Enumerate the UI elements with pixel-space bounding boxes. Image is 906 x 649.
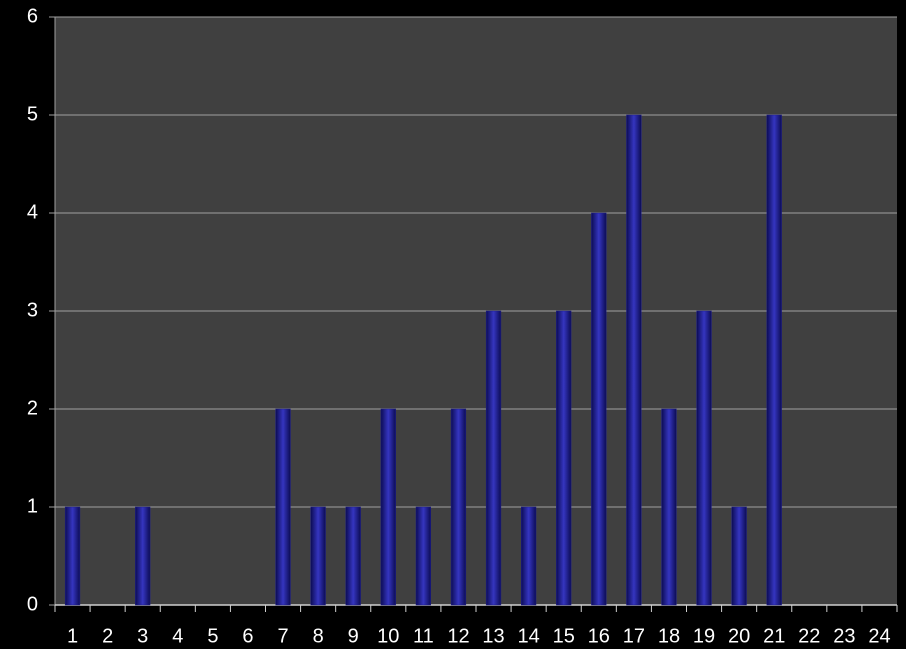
bar [766, 114, 782, 606]
bar [275, 408, 291, 606]
y-tick-label: 0 [27, 593, 38, 615]
y-tick-label: 2 [27, 397, 38, 419]
x-tick-label: 17 [623, 625, 645, 647]
x-tick-label: 24 [868, 625, 890, 647]
bar [450, 408, 467, 606]
x-tick-label: 13 [482, 625, 504, 647]
y-tick-label: 3 [27, 299, 38, 321]
bar [310, 506, 326, 606]
bar [345, 506, 361, 606]
x-tick-label: 8 [313, 625, 324, 647]
x-tick-label: 9 [348, 625, 359, 647]
bar [731, 506, 747, 606]
bar [661, 408, 677, 606]
x-tick-label: 3 [137, 625, 148, 647]
x-tick-label: 12 [447, 625, 469, 647]
x-tick-label: 7 [277, 625, 288, 647]
x-tick-label: 22 [798, 625, 820, 647]
bar [521, 506, 537, 606]
x-tick-label: 1 [67, 625, 78, 647]
bar [626, 114, 642, 606]
x-tick-label: 20 [728, 625, 750, 647]
x-tick-label: 6 [242, 625, 253, 647]
x-tick-label: 21 [763, 625, 785, 647]
bar [380, 408, 396, 606]
x-tick-label: 23 [833, 625, 855, 647]
x-tick-label: 4 [172, 625, 183, 647]
y-tick-label: 1 [27, 495, 38, 517]
x-tick-label: 14 [518, 625, 540, 647]
bar [696, 310, 712, 606]
x-tick-label: 2 [102, 625, 113, 647]
bar [415, 506, 431, 606]
y-tick-label: 4 [27, 201, 38, 223]
x-tick-label: 11 [413, 625, 434, 647]
x-tick-label: 5 [207, 625, 218, 647]
y-tick-label: 5 [27, 103, 38, 125]
y-tick-label: 6 [27, 5, 38, 27]
bar [556, 310, 572, 606]
x-tick-label: 16 [588, 625, 610, 647]
bar [135, 506, 151, 606]
x-tick-label: 15 [553, 625, 575, 647]
bar [64, 506, 81, 606]
x-tick-label: 10 [377, 625, 399, 647]
bar [591, 212, 607, 606]
x-tick-label: 19 [693, 625, 715, 647]
bar [485, 310, 502, 606]
x-tick-label: 18 [658, 625, 680, 647]
